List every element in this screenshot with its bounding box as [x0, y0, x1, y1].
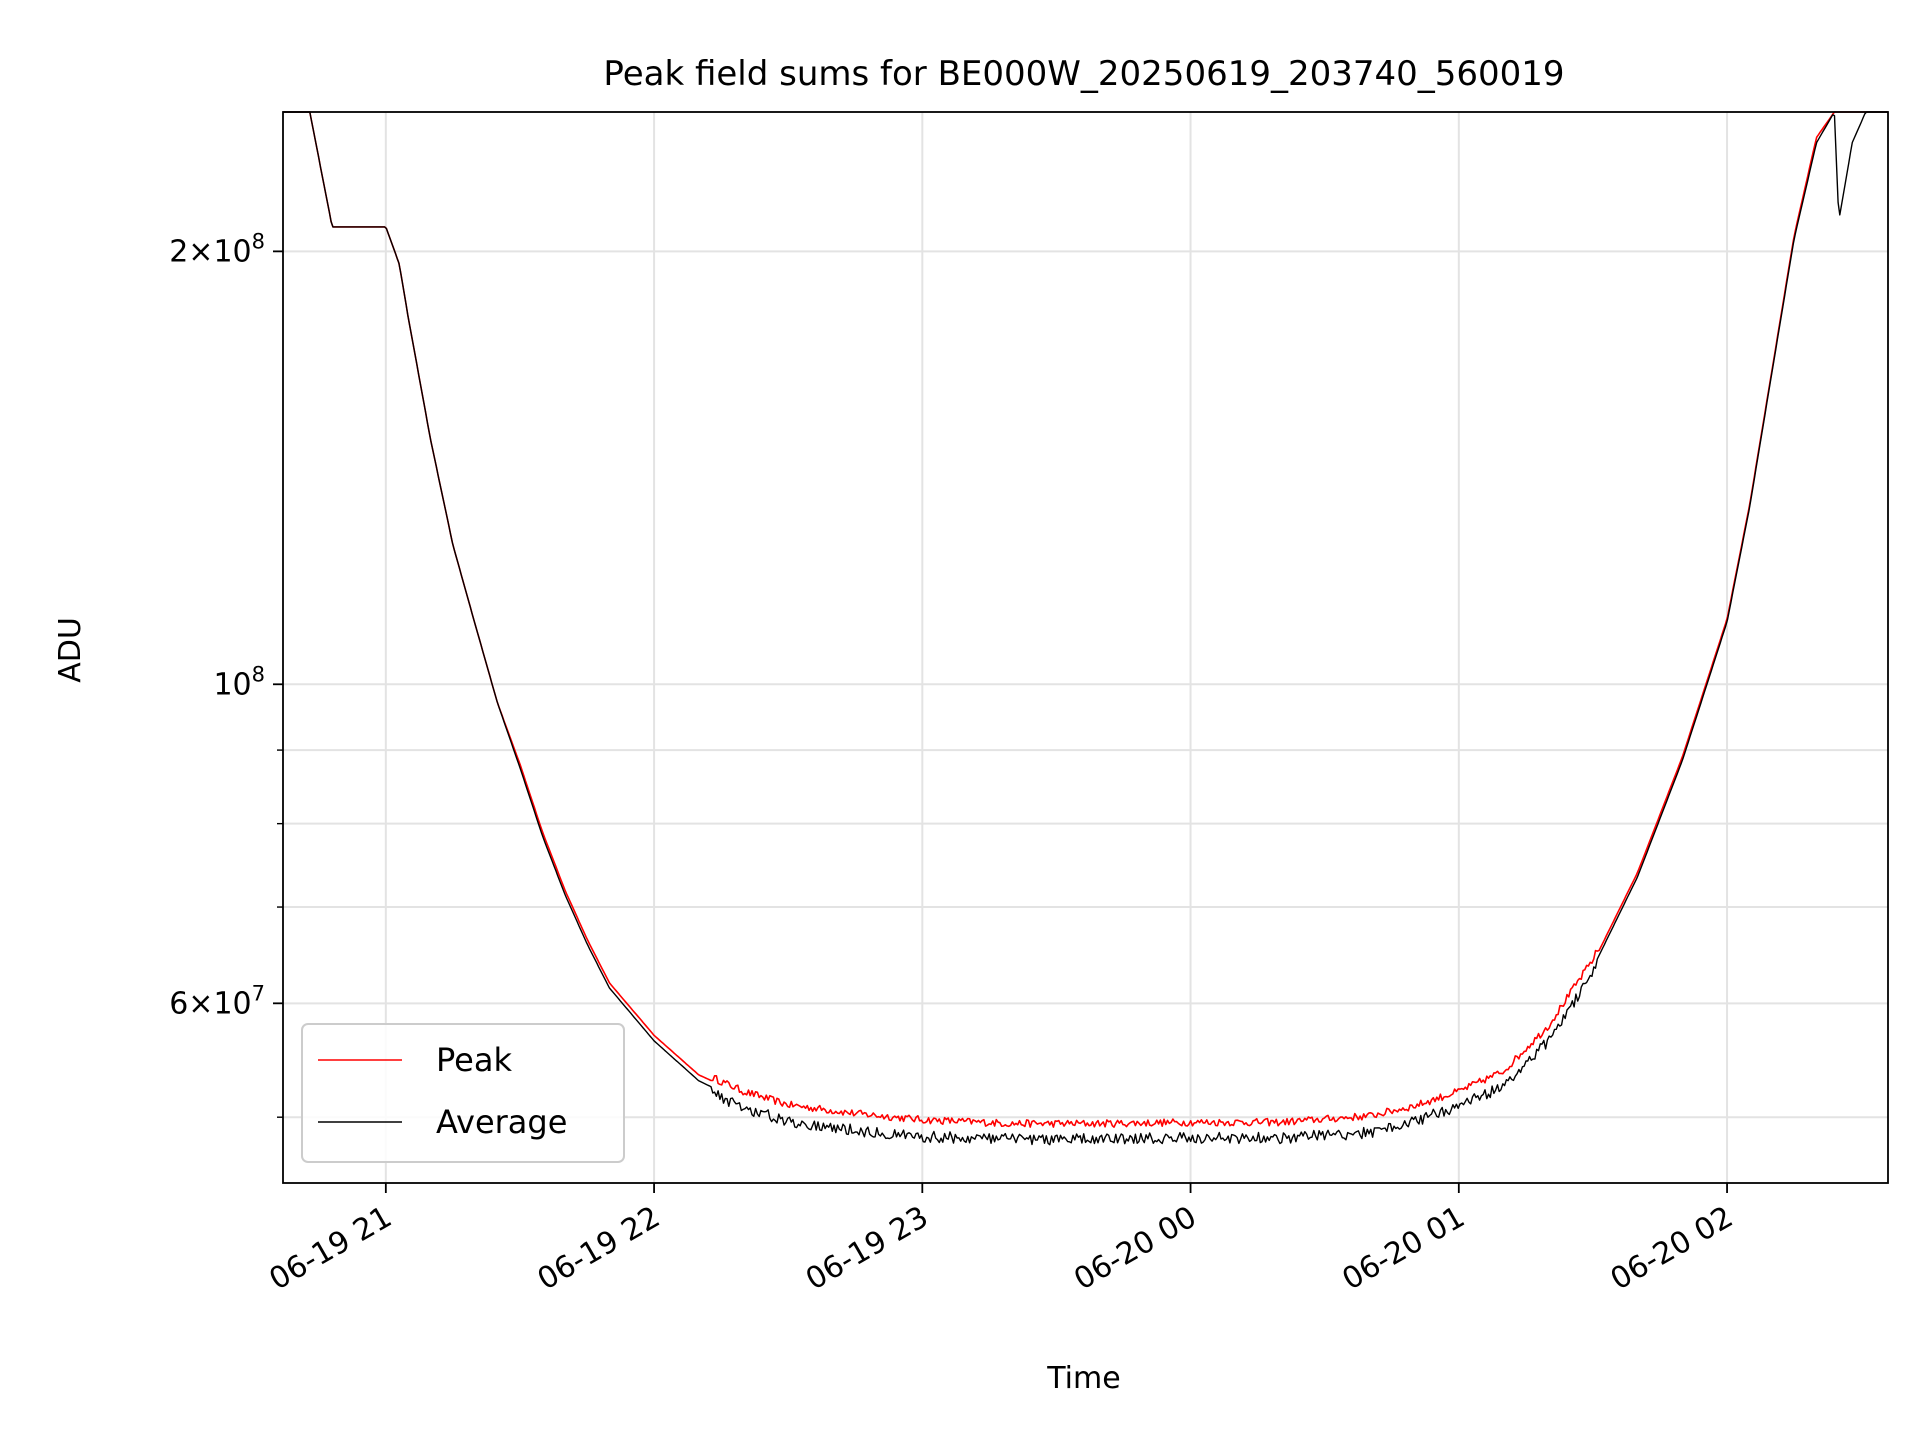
- y-tick-label: 108: [213, 662, 265, 702]
- y-tick-label: 2×108: [169, 229, 265, 269]
- y-tick-base: 2×10: [169, 234, 251, 269]
- y-tick-base: 6×10: [169, 986, 251, 1021]
- y-tick-exponent: 8: [252, 229, 265, 253]
- y-axis-label: ADU: [53, 617, 88, 683]
- legend-label-average: Average: [436, 1103, 567, 1141]
- y-tick-base: 10: [213, 667, 251, 702]
- y-tick-exponent: 8: [252, 662, 265, 686]
- series-line-average: [283, 111, 1888, 1146]
- legend-label-peak: Peak: [436, 1041, 512, 1079]
- y-tick-exponent: 7: [252, 981, 265, 1005]
- series-line-peak: [283, 111, 1888, 1128]
- plot-frame: [282, 111, 1889, 1184]
- legend-box: [301, 1023, 625, 1163]
- series-layer: [283, 111, 1888, 1146]
- y-tick-label: 6×107: [169, 981, 265, 1021]
- legend: Peak Average: [301, 1023, 625, 1163]
- x-axis-label: Time: [1046, 1361, 1120, 1396]
- chart-title: Peak field sums for BE000W_20250619_2037…: [603, 54, 1564, 94]
- grid: [283, 112, 1888, 1183]
